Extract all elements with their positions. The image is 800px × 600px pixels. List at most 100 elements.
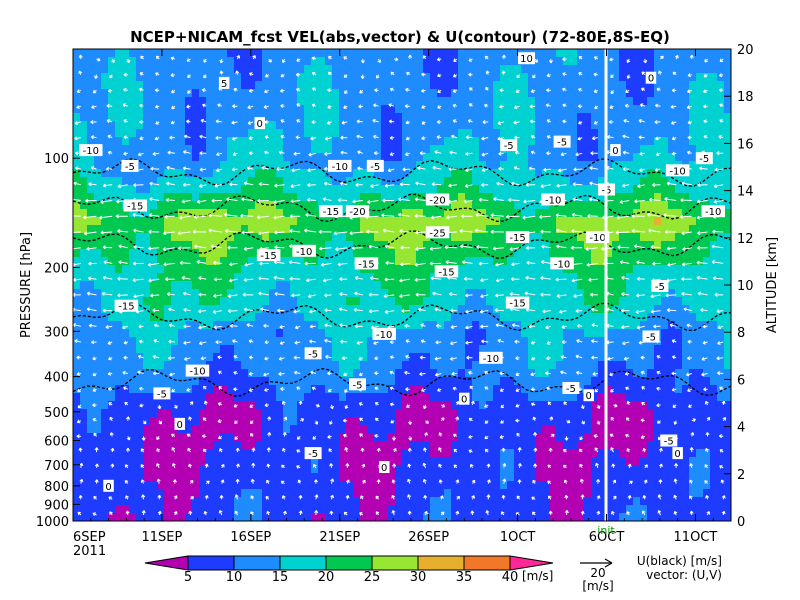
velocity-cell — [444, 145, 452, 154]
velocity-cell — [612, 161, 620, 170]
velocity-cell — [213, 137, 221, 146]
velocity-cell — [535, 89, 543, 98]
velocity-cell — [402, 113, 410, 122]
velocity-cell — [115, 401, 123, 410]
velocity-cell — [346, 305, 354, 314]
velocity-cell — [668, 313, 676, 322]
velocity-cell — [157, 425, 165, 434]
velocity-cell — [535, 441, 543, 450]
velocity-cell — [493, 57, 501, 66]
velocity-cell — [549, 89, 557, 98]
velocity-cell — [647, 289, 655, 298]
velocity-cell — [297, 361, 305, 370]
velocity-cell — [220, 105, 228, 114]
velocity-cell — [472, 273, 480, 282]
velocity-cell — [171, 289, 179, 298]
velocity-cell — [528, 417, 536, 426]
velocity-cell — [101, 129, 109, 138]
velocity-cell — [612, 337, 620, 346]
velocity-cell — [213, 417, 221, 426]
velocity-cell — [227, 49, 235, 58]
velocity-cell — [101, 321, 109, 330]
velocity-cell — [283, 257, 291, 266]
velocity-cell — [325, 137, 333, 146]
velocity-cell — [108, 417, 116, 426]
velocity-cell — [73, 105, 81, 114]
velocity-cell — [318, 329, 326, 338]
velocity-cell — [269, 417, 277, 426]
velocity-cell — [185, 201, 193, 210]
velocity-cell — [115, 393, 123, 402]
velocity-cell — [423, 281, 431, 290]
velocity-cell — [486, 145, 494, 154]
velocity-cell — [556, 449, 564, 458]
velocity-cell — [703, 289, 711, 298]
velocity-cell — [535, 353, 543, 362]
velocity-cell — [269, 289, 277, 298]
velocity-cell — [486, 121, 494, 130]
velocity-cell — [430, 393, 438, 402]
velocity-cell — [157, 241, 165, 250]
velocity-cell — [395, 313, 403, 322]
velocity-cell — [269, 185, 277, 194]
velocity-cell — [612, 241, 620, 250]
velocity-cell — [409, 417, 417, 426]
velocity-cell — [220, 233, 228, 242]
velocity-cell — [423, 121, 431, 130]
velocity-cell — [227, 385, 235, 394]
velocity-cell — [500, 121, 508, 130]
velocity-cell — [640, 385, 648, 394]
velocity-cell — [80, 97, 88, 106]
velocity-cell — [248, 417, 256, 426]
velocity-cell — [283, 465, 291, 474]
velocity-cell — [710, 353, 718, 362]
velocity-cell — [178, 185, 186, 194]
velocity-cell — [472, 49, 480, 58]
velocity-cell — [178, 321, 186, 330]
velocity-cell — [115, 337, 123, 346]
velocity-cell — [199, 417, 207, 426]
velocity-cell — [136, 361, 144, 370]
velocity-cell — [115, 185, 123, 194]
velocity-cell — [521, 137, 529, 146]
velocity-cell — [696, 321, 704, 330]
velocity-cell — [514, 417, 522, 426]
velocity-cell — [122, 345, 130, 354]
velocity-cell — [332, 145, 340, 154]
velocity-cell — [388, 241, 396, 250]
velocity-cell — [311, 81, 319, 90]
velocity-cell — [423, 97, 431, 106]
velocity-cell — [675, 289, 683, 298]
velocity-cell — [598, 465, 606, 474]
velocity-cell — [703, 465, 711, 474]
velocity-cell — [353, 137, 361, 146]
velocity-cell — [612, 393, 620, 402]
velocity-cell — [647, 137, 655, 146]
velocity-cell — [647, 49, 655, 58]
velocity-cell — [318, 345, 326, 354]
velocity-cell — [241, 345, 249, 354]
velocity-cell — [710, 433, 718, 442]
velocity-cell — [171, 233, 179, 242]
velocity-cell — [451, 417, 459, 426]
velocity-cell — [157, 257, 165, 266]
velocity-cell — [409, 57, 417, 66]
velocity-cell — [255, 369, 263, 378]
velocity-cell — [276, 257, 284, 266]
velocity-cell — [388, 393, 396, 402]
velocity-cell — [584, 465, 592, 474]
velocity-cell — [668, 289, 676, 298]
velocity-cell — [339, 249, 347, 258]
velocity-cell — [220, 97, 228, 106]
velocity-cell — [570, 289, 578, 298]
velocity-cell — [234, 409, 242, 418]
velocity-cell — [661, 225, 669, 234]
velocity-cell — [297, 193, 305, 202]
velocity-cell — [570, 105, 578, 114]
velocity-cell — [626, 465, 634, 474]
velocity-cell — [339, 65, 347, 74]
velocity-cell — [654, 361, 662, 370]
velocity-cell — [367, 249, 375, 258]
velocity-cell — [73, 313, 81, 322]
velocity-cell — [563, 465, 571, 474]
